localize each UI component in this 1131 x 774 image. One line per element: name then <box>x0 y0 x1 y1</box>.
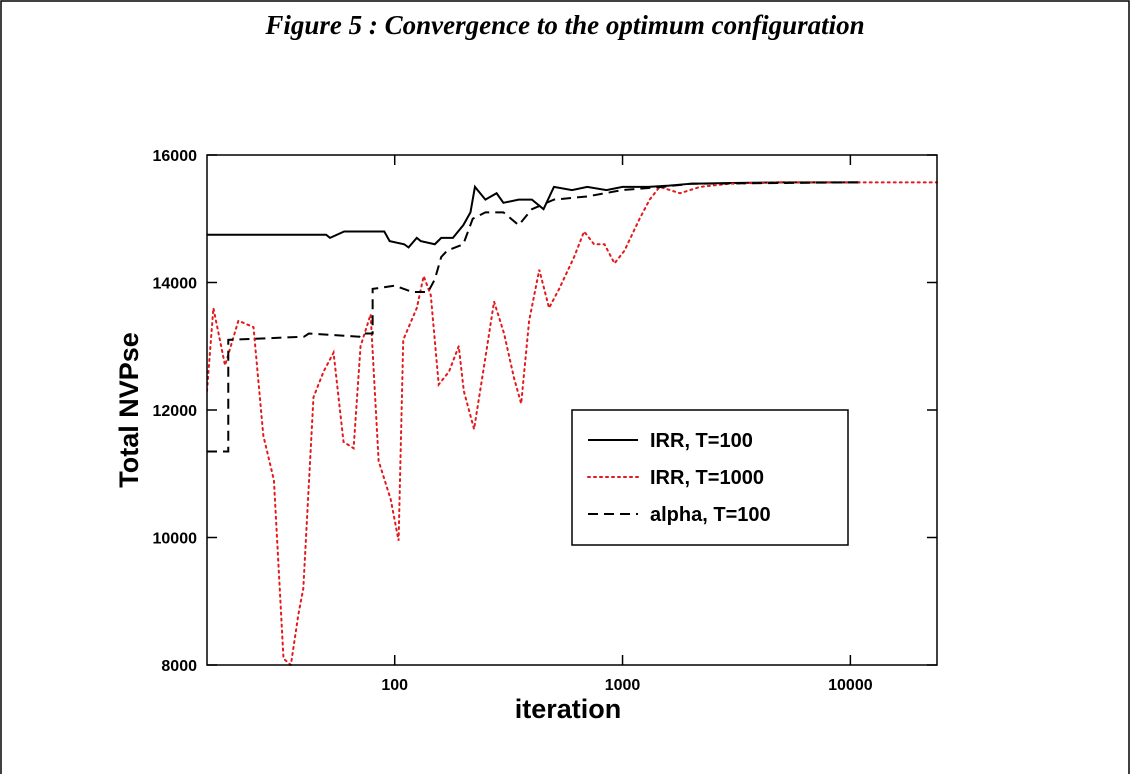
y-tick-label: 12000 <box>153 403 198 420</box>
y-tick-label: 8000 <box>161 658 197 675</box>
legend-label: IRR, T=1000 <box>650 467 764 489</box>
chart-title: Figure 5 : Convergence to the optimum co… <box>264 10 864 40</box>
x-tick-label: 1000 <box>605 677 641 694</box>
legend-label: alpha, T=100 <box>650 504 771 526</box>
x-tick-label: 100 <box>381 677 408 694</box>
x-tick-label: 10000 <box>828 677 873 694</box>
x-axis-label: iteration <box>515 694 622 724</box>
plot-lines <box>207 181 938 666</box>
axes: 8000 10000 12000 14000 16000 100 1000 10000 IRR,… <box>153 148 938 694</box>
y-axis-label: Total NVPse <box>114 332 144 488</box>
legend: IRR, T=100 IRR, T=1000 alpha, T=100 <box>571 409 849 546</box>
legend-label: IRR, T=100 <box>650 430 753 452</box>
y-tick-label: 14000 <box>153 276 198 293</box>
series-line <box>207 181 860 249</box>
series-line <box>207 181 860 453</box>
y-tick-label: 16000 <box>153 148 198 165</box>
series-line <box>207 181 938 666</box>
y-tick-label: 10000 <box>153 531 198 548</box>
